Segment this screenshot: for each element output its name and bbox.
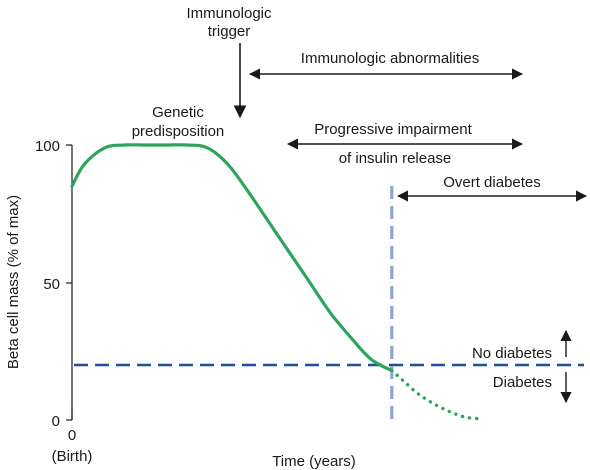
y-tick-label-100: 100	[35, 138, 60, 155]
x-tick-label-zero: 0	[68, 427, 76, 444]
annotation-genetic-line2: predisposition	[132, 123, 225, 140]
annotation-immunologic-abnormalities: Immunologic abnormalities	[301, 50, 479, 67]
y-tick-label-0: 0	[52, 413, 60, 430]
annotation-progressive-line2: of insulin release	[339, 150, 452, 167]
no-diabetes-label: No diabetes	[472, 345, 552, 362]
annotation-overt-diabetes: Overt diabetes	[443, 174, 541, 191]
annotation-progressive-line1: Progressive impairment	[314, 121, 472, 138]
diabetes-label: Diabetes	[493, 374, 552, 391]
annotation-genetic-line1: Genetic	[152, 104, 204, 121]
annotation-immunologic-trigger-line2: trigger	[208, 23, 251, 40]
x-tick-label-birth: (Birth)	[52, 448, 93, 465]
x-axis-label: Time (years)	[272, 453, 356, 470]
annotation-immunologic-trigger-line1: Immunologic	[186, 5, 272, 22]
series-line-projected-decline	[390, 368, 480, 421]
y-axis-label: Beta cell mass (% of max)	[5, 195, 22, 369]
series-line-beta-cell-mass	[70, 143, 394, 373]
y-tick-label-50: 50	[43, 276, 60, 293]
